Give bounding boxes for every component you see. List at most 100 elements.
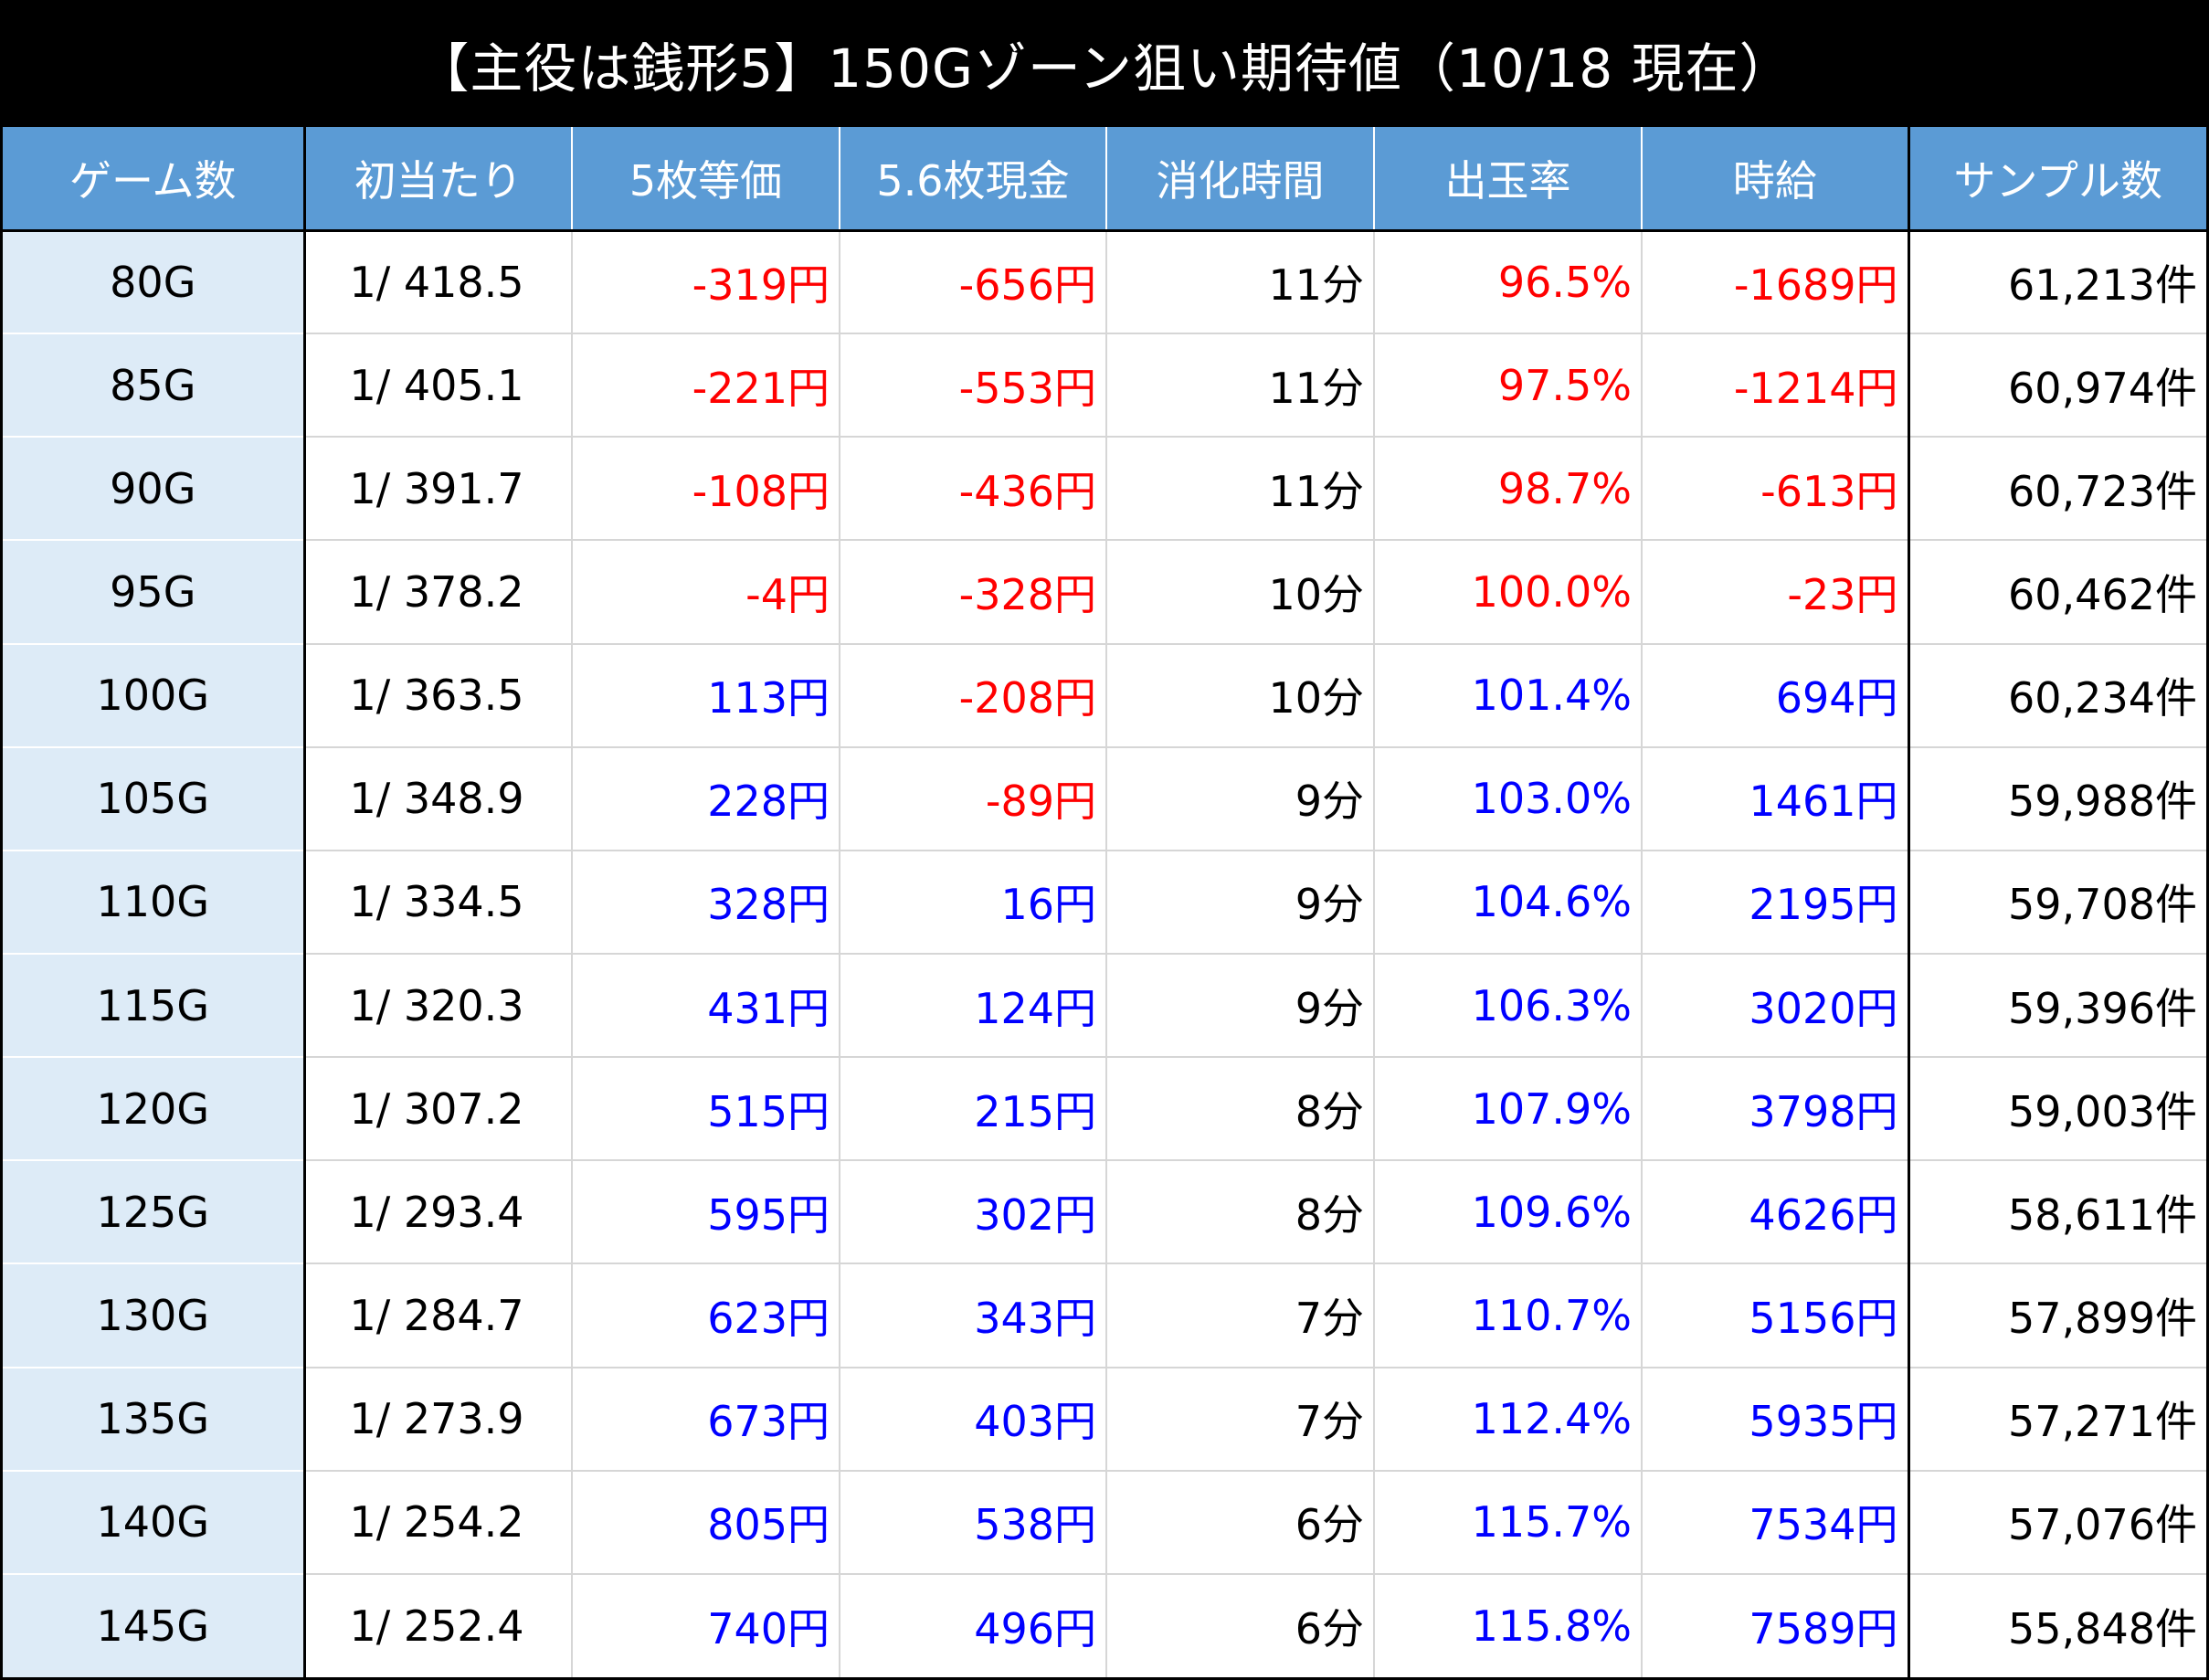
cell-samples: 61,213件 xyxy=(1908,230,2206,335)
cell-payout-rate: 115.7% xyxy=(1374,1470,1643,1575)
column-header-payout-rate: 出玉率 xyxy=(1374,127,1643,232)
cell-5-equal: 740円 xyxy=(572,1573,840,1677)
table-row: 95G 1/ 378.2 -4円 -328円 10分 100.0% -23円 60,462件 xyxy=(3,540,2206,645)
cell-games: 100G xyxy=(3,643,306,748)
cell-5-6-cash: 16円 xyxy=(840,850,1107,955)
cell-samples: 59,708件 xyxy=(1908,850,2206,955)
cell-games: 90G xyxy=(3,437,306,542)
cell-first-hit: 1/ 378.2 xyxy=(304,540,573,645)
cell-games: 85G xyxy=(3,333,306,438)
cell-5-equal: 805円 xyxy=(572,1470,840,1575)
cell-5-equal: 431円 xyxy=(572,953,840,1059)
cell-hourly: -613円 xyxy=(1642,437,1910,542)
cell-hourly: 3798円 xyxy=(1642,1057,1910,1162)
cell-hourly: 694円 xyxy=(1642,643,1910,748)
cell-games: 135G xyxy=(3,1367,306,1472)
cell-play-time: 11分 xyxy=(1106,437,1375,542)
cell-samples: 60,723件 xyxy=(1908,437,2206,542)
cell-samples: 59,396件 xyxy=(1908,953,2206,1059)
cell-5-equal: 113円 xyxy=(572,643,840,748)
cell-games: 125G xyxy=(3,1160,306,1265)
cell-first-hit: 1/ 254.2 xyxy=(304,1470,573,1575)
cell-hourly: -1214円 xyxy=(1642,333,1910,438)
cell-samples: 59,003件 xyxy=(1908,1057,2206,1162)
cell-play-time: 10分 xyxy=(1106,643,1375,748)
cell-payout-rate: 107.9% xyxy=(1374,1057,1643,1162)
cell-5-6-cash: -89円 xyxy=(840,746,1107,851)
column-header-hourly: 時給 xyxy=(1642,127,1910,232)
expected-value-table: ゲーム数 初当たり 5枚等価 5.6枚現金 消化時間 出玉率 時給 サンプル数 … xyxy=(3,127,2206,1677)
cell-5-equal: -4円 xyxy=(572,540,840,645)
cell-5-6-cash: 124円 xyxy=(840,953,1107,1059)
cell-payout-rate: 103.0% xyxy=(1374,746,1643,851)
table-row: 85G 1/ 405.1 -221円 -553円 11分 97.5% -1214円 60,97… xyxy=(3,333,2206,438)
cell-payout-rate: 98.7% xyxy=(1374,437,1643,542)
cell-play-time: 9分 xyxy=(1106,953,1375,1059)
cell-hourly: 7534円 xyxy=(1642,1470,1910,1575)
cell-play-time: 9分 xyxy=(1106,850,1375,955)
cell-first-hit: 1/ 418.5 xyxy=(304,230,573,335)
cell-payout-rate: 96.5% xyxy=(1374,230,1643,335)
cell-5-equal: -319円 xyxy=(572,230,840,335)
cell-samples: 57,271件 xyxy=(1908,1367,2206,1472)
cell-hourly: 3020円 xyxy=(1642,953,1910,1059)
cell-first-hit: 1/ 320.3 xyxy=(304,953,573,1059)
cell-games: 140G xyxy=(3,1470,306,1575)
cell-games: 145G xyxy=(3,1573,306,1677)
cell-samples: 60,462件 xyxy=(1908,540,2206,645)
cell-5-equal: 515円 xyxy=(572,1057,840,1162)
cell-5-6-cash: 302円 xyxy=(840,1160,1107,1265)
column-header-samples: サンプル数 xyxy=(1908,127,2206,232)
table-row: 140G 1/ 254.2 805円 538円 6分 115.7% 7534円 57,076件 xyxy=(3,1470,2206,1575)
cell-games: 105G xyxy=(3,746,306,851)
cell-samples: 58,611件 xyxy=(1908,1160,2206,1265)
cell-first-hit: 1/ 363.5 xyxy=(304,643,573,748)
table-row: 120G 1/ 307.2 515円 215円 8分 107.9% 3798円 59,003件 xyxy=(3,1057,2206,1162)
cell-payout-rate: 112.4% xyxy=(1374,1367,1643,1472)
cell-hourly: 1461円 xyxy=(1642,746,1910,851)
column-header-games: ゲーム数 xyxy=(3,127,306,232)
header-row: ゲーム数 初当たり 5枚等価 5.6枚現金 消化時間 出玉率 時給 サンプル数 xyxy=(3,127,2206,232)
table-row: 90G 1/ 391.7 -108円 -436円 11分 98.7% -613円 60,723… xyxy=(3,437,2206,542)
cell-games: 95G xyxy=(3,540,306,645)
cell-5-equal: 228円 xyxy=(572,746,840,851)
cell-hourly: 5935円 xyxy=(1642,1367,1910,1472)
cell-samples: 55,848件 xyxy=(1908,1573,2206,1677)
cell-play-time: 9分 xyxy=(1106,746,1375,851)
cell-samples: 60,974件 xyxy=(1908,333,2206,438)
cell-5-6-cash: 343円 xyxy=(840,1263,1107,1368)
cell-first-hit: 1/ 307.2 xyxy=(304,1057,573,1162)
cell-payout-rate: 115.8% xyxy=(1374,1573,1643,1677)
cell-payout-rate: 97.5% xyxy=(1374,333,1643,438)
cell-first-hit: 1/ 293.4 xyxy=(304,1160,573,1265)
cell-hourly: -23円 xyxy=(1642,540,1910,645)
cell-5-equal: 623円 xyxy=(572,1263,840,1368)
cell-first-hit: 1/ 391.7 xyxy=(304,437,573,542)
cell-first-hit: 1/ 273.9 xyxy=(304,1367,573,1472)
table-row: 130G 1/ 284.7 623円 343円 7分 110.7% 5156円 57,899件 xyxy=(3,1263,2206,1368)
cell-play-time: 10分 xyxy=(1106,540,1375,645)
cell-5-6-cash: 403円 xyxy=(840,1367,1107,1472)
cell-games: 80G xyxy=(3,230,306,335)
cell-games: 115G xyxy=(3,953,306,1059)
cell-play-time: 8分 xyxy=(1106,1057,1375,1162)
column-header-5-6-cash: 5.6枚現金 xyxy=(840,127,1107,232)
cell-5-6-cash: -208円 xyxy=(840,643,1107,748)
cell-5-equal: 673円 xyxy=(572,1367,840,1472)
cell-payout-rate: 100.0% xyxy=(1374,540,1643,645)
cell-games: 130G xyxy=(3,1263,306,1368)
table-row: 105G 1/ 348.9 228円 -89円 9分 103.0% 1461円 59,988件 xyxy=(3,746,2206,851)
cell-payout-rate: 104.6% xyxy=(1374,850,1643,955)
column-header-first-hit: 初当たり xyxy=(304,127,573,232)
cell-hourly: 4626円 xyxy=(1642,1160,1910,1265)
cell-5-6-cash: -656円 xyxy=(840,230,1107,335)
table-row: 115G 1/ 320.3 431円 124円 9分 106.3% 3020円 59,396件 xyxy=(3,953,2206,1059)
cell-play-time: 6分 xyxy=(1106,1573,1375,1677)
table-row: 125G 1/ 293.4 595円 302円 8分 109.6% 4626円 58,611件 xyxy=(3,1160,2206,1265)
cell-5-6-cash: -553円 xyxy=(840,333,1107,438)
cell-payout-rate: 106.3% xyxy=(1374,953,1643,1059)
cell-play-time: 7分 xyxy=(1106,1367,1375,1472)
cell-samples: 60,234件 xyxy=(1908,643,2206,748)
table-row: 135G 1/ 273.9 673円 403円 7分 112.4% 5935円 57,271件 xyxy=(3,1367,2206,1472)
cell-5-equal: 595円 xyxy=(572,1160,840,1265)
